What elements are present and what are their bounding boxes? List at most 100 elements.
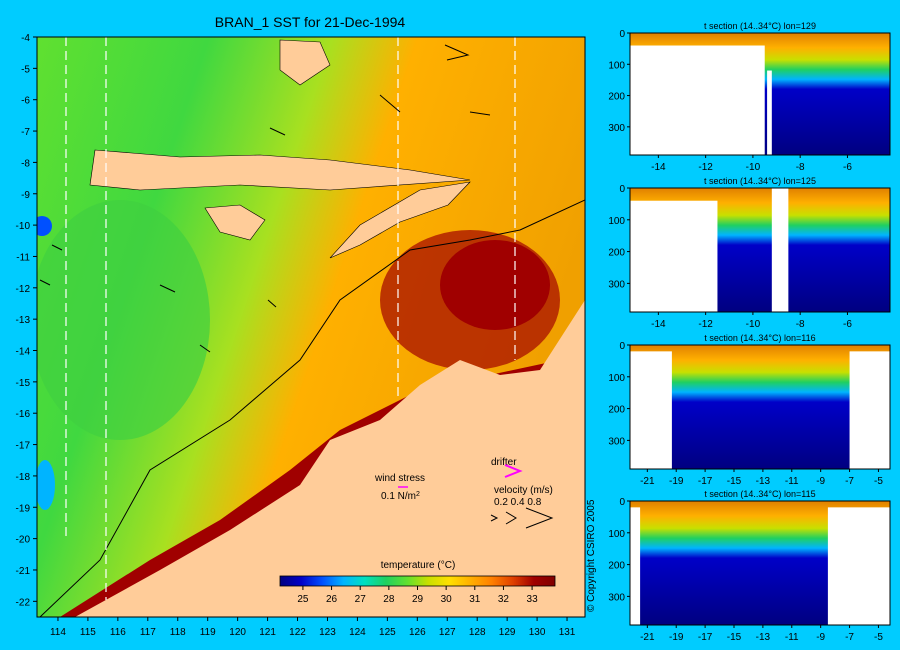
section-y-tick-label: 0 — [619, 341, 625, 352]
velocity-label: velocity (m/s) — [494, 485, 553, 496]
map-y-tick-label: -9 — [21, 190, 30, 201]
section-frame — [629, 32, 891, 156]
map-x-tick-label: 125 — [379, 627, 396, 638]
map-x-tick-label: 119 — [200, 627, 216, 638]
section-panels: t section (14..34°C) lon=129 0 100 200 300 -1… — [608, 21, 891, 643]
map-y-tick-label: -5 — [21, 64, 30, 75]
map-y-tick-label: -19 — [16, 503, 31, 514]
map-y-tick-label: -20 — [16, 535, 31, 546]
drifter-label: drifter — [491, 457, 517, 468]
map-y-tick-label: -18 — [16, 472, 31, 483]
map-x-tick-label: 116 — [110, 627, 126, 638]
section-x-tick-label: -14 — [651, 319, 666, 330]
section-y-tick-label: 100 — [608, 216, 625, 227]
section-y-tick-label: 100 — [608, 529, 625, 540]
section-x-tick-label: -15 — [727, 632, 742, 643]
section-x-tick-label: -19 — [669, 632, 684, 643]
colorbar-label: temperature (°C) — [381, 560, 456, 571]
colorbar-tick-label: 27 — [355, 594, 367, 605]
section-x-tick-label: -17 — [698, 632, 713, 643]
section-title: t section (14..34°C) lon=116 — [704, 333, 815, 343]
copyright-notice: © Copyright CSIRO 2005 — [586, 499, 597, 612]
section-x-tick-label: -19 — [669, 476, 684, 487]
map-x-tick-label: 122 — [289, 627, 306, 638]
section-x-tick-label: -8 — [796, 162, 805, 173]
section-y-tick-label: 200 — [608, 405, 625, 416]
section-x-tick-label: -11 — [785, 476, 799, 487]
section-x-tick-label: -13 — [756, 632, 771, 643]
section-y-tick-label: 0 — [619, 29, 625, 40]
sumba-island — [204, 204, 266, 241]
section-x-tick-label: -14 — [651, 162, 666, 173]
section-y-tick-label: 0 — [619, 497, 625, 508]
section-title: t section (14..34°C) lon=115 — [704, 489, 815, 499]
cold-spot — [37, 216, 52, 236]
map-y-tick-label: -11 — [16, 252, 30, 263]
wind-stress-value: 0.1 N/m2 — [381, 491, 420, 503]
section-y-tick-label: 100 — [608, 373, 625, 384]
section-panel-1: t section (14..34°C) lon=129 0 100 200 300 -1… — [608, 21, 891, 173]
section-x-tick-label: -5 — [874, 476, 883, 487]
velocity-arrows-icon — [490, 507, 554, 529]
section-panel-4: t section (14..34°C) lon=115 0 100 200 300 -2… — [608, 489, 891, 643]
map-y-tick-label: -10 — [16, 221, 31, 232]
warm-pool-inner — [440, 240, 550, 330]
timor-island — [329, 181, 471, 259]
colorbar-tick-label: 32 — [498, 594, 510, 605]
map-x-tick-label: 131 — [559, 627, 576, 638]
australia-landmass — [75, 300, 585, 617]
legend-wind-stress: wind stress 0.1 N/m2 — [374, 473, 425, 502]
map-y-tick-label: -21 — [16, 566, 31, 577]
section-y-tick-label: 300 — [608, 279, 625, 290]
map-y-tick-label: -13 — [16, 315, 31, 326]
section-seafloor-mask — [630, 507, 641, 625]
section-frame — [629, 344, 891, 470]
section-panel-3: t section (14..34°C) lon=116 0 100 200 300 -2… — [608, 333, 891, 487]
colorbar-tick-label: 28 — [383, 594, 395, 605]
cold-spot-south — [37, 460, 55, 510]
section-y-tick-label: 300 — [608, 436, 625, 447]
map-x-tick-label: 127 — [439, 627, 456, 638]
map-x-tick-label: 121 — [259, 627, 276, 638]
section-x-tick-label: -9 — [816, 632, 825, 643]
section-y-tick-label: 200 — [608, 561, 625, 572]
section-y-tick-label: 300 — [608, 592, 625, 603]
map-x-tick-label: 123 — [319, 627, 336, 638]
colorbar: temperature (°C) 25 26 27 28 29 30 31 32 33 — [279, 560, 556, 605]
section-x-tick-label: -7 — [845, 476, 854, 487]
wind-vectors — [39, 44, 491, 353]
section-y-tick-label: 100 — [608, 60, 625, 71]
section-y-tick-label: 300 — [608, 123, 625, 134]
map-y-tick-label: -17 — [16, 441, 31, 452]
legend-drifter: drifter velocity (m/s) 0.2 0.4 0.8 — [490, 457, 554, 529]
section-seafloor-mask — [630, 45, 765, 156]
section-x-tick-label: -11 — [785, 632, 799, 643]
map-y-tick-label: -16 — [16, 409, 31, 420]
section-x-tick-label: -9 — [816, 476, 825, 487]
section-x-tick-label: -10 — [746, 162, 761, 173]
section-seafloor-mask — [767, 70, 772, 155]
cool-eddy — [37, 200, 210, 440]
sulawesi-island — [279, 39, 331, 86]
map-x-tick-label: 130 — [529, 627, 546, 638]
map-y-tick-label: -15 — [16, 378, 31, 389]
flores-island — [89, 149, 471, 191]
map-y-tick-label: -4 — [21, 33, 30, 44]
colorbar-tick-label: 25 — [297, 594, 309, 605]
velocity-ticks: 0.2 0.4 0.8 — [494, 497, 542, 508]
colorbar-ramp — [279, 575, 556, 587]
map-x-tick-label: 129 — [499, 627, 516, 638]
section-x-tick-label: -10 — [746, 319, 761, 330]
map-y-axis: -4 -5 -6 -7 -8 -9 -10 -11 -12 -13 -14 -15 -16 -17 -18 -… — [16, 33, 37, 608]
section-x-tick-label: -6 — [843, 319, 852, 330]
map-y-tick-label: -8 — [21, 158, 30, 169]
section-title: t section (14..34°C) lon=129 — [704, 21, 816, 31]
map-x-tick-label: 126 — [409, 627, 426, 638]
sst-map: BRAN_1 SST for 21-Dec-1994 — [16, 14, 586, 638]
section-y-tick-label: 200 — [608, 248, 625, 259]
section-panel-2: t section (14..34°C) lon=125 0 100 200 300 -1… — [608, 176, 891, 330]
section-x-tick-label: -8 — [796, 319, 805, 330]
section-x-tick-label: -12 — [698, 162, 713, 173]
section-x-tick-label: -15 — [727, 476, 742, 487]
